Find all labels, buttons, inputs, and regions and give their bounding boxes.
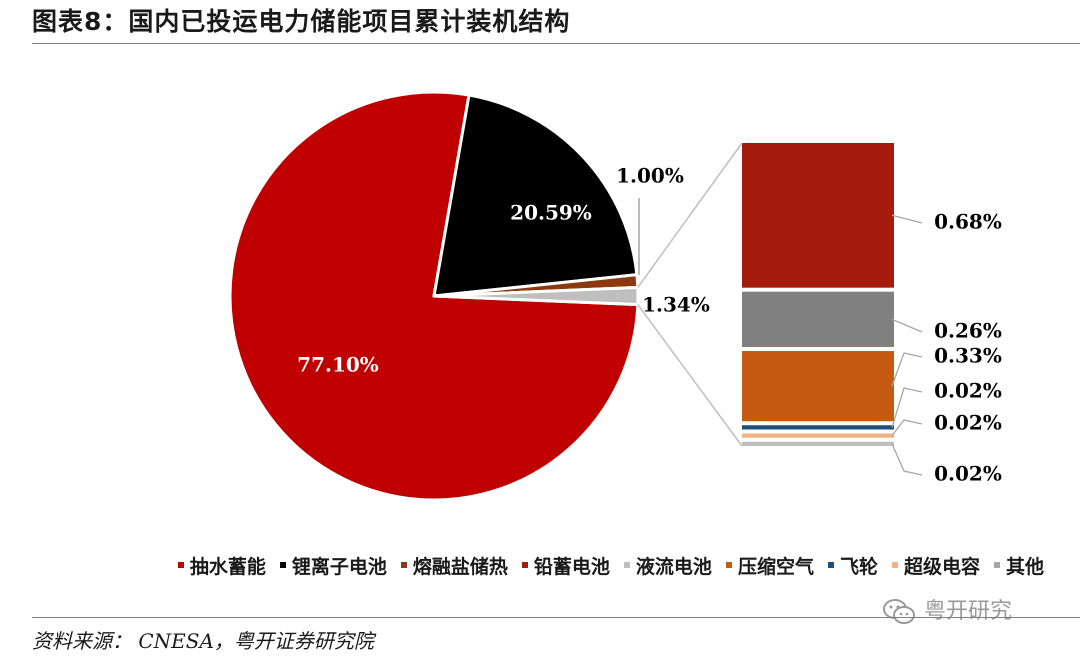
- legend-item: 超级电容: [891, 552, 980, 579]
- breakdown-label: 0.68%: [934, 210, 1002, 234]
- legend-label: 超级电容: [903, 555, 980, 578]
- chart-title: 图表8：国内已投运电力储能项目累计装机结构: [32, 7, 571, 36]
- watermark-text: 粤开研究: [924, 599, 1013, 624]
- connector-line: [637, 142, 743, 288]
- legend-item: 液流电池: [623, 552, 712, 579]
- breakdown-leader-line: [891, 318, 923, 333]
- wechat-icon: [883, 599, 915, 624]
- legend-label: 熔融盐储热: [412, 555, 508, 578]
- legend-label: 压缩空气: [737, 555, 814, 578]
- breakdown-leader-line: [891, 214, 923, 224]
- bar-segment: [742, 441, 894, 446]
- legend-swatch: [623, 562, 630, 568]
- breakdown-label: 0.02%: [934, 379, 1002, 403]
- watermark: 粤开研究: [882, 592, 1012, 632]
- legend-swatch: [891, 562, 898, 568]
- legend-swatch: [993, 562, 1000, 568]
- breakdown-leader-line: [891, 387, 923, 428]
- legend-swatch: [177, 562, 184, 568]
- legend-label: 其他: [1005, 555, 1044, 578]
- legend-swatch: [521, 562, 528, 568]
- breakdown-label: 0.02%: [934, 462, 1002, 486]
- legend-item: 压缩空气: [725, 552, 814, 579]
- legend-item: 其他: [993, 552, 1044, 579]
- legend-item: 铅蓄电池: [521, 552, 610, 579]
- legend-item: 熔融盐储热: [400, 552, 508, 579]
- bar-segment: [742, 425, 894, 430]
- legend-label: 铅蓄电池: [533, 555, 610, 578]
- chart-legend: 抽水蓄能 锂离子电池 熔融盐储热 铅蓄电池 液流电池 压缩空气 飞轮 超级电容 …: [0, 550, 1044, 580]
- legend-swatch: [400, 562, 407, 568]
- legend-label: 飞轮: [839, 555, 878, 578]
- breakdown-label: 0.33%: [934, 344, 1002, 368]
- breakdown-leader-line: [891, 419, 923, 436]
- connector-line: [637, 304, 743, 447]
- breakdown-leader-line: [891, 352, 923, 387]
- bar-segment: [742, 433, 894, 438]
- legend-item: 抽水蓄能: [177, 552, 266, 579]
- legend-swatch: [725, 562, 732, 568]
- source-note: 资料来源： CNESA，粤开证券研究院: [32, 629, 374, 653]
- legend-item: 飞轮: [827, 552, 878, 579]
- legend-swatch: [279, 562, 286, 568]
- breakdown-leader-line: [891, 443, 923, 476]
- bar-segment: [742, 351, 894, 422]
- pie-slice-label: 1.00%: [616, 164, 684, 188]
- breakdown-label: 0.02%: [934, 411, 1002, 435]
- top-rule: [32, 43, 1080, 44]
- pie-slice: [432, 285, 640, 307]
- legend-swatch: [827, 562, 834, 568]
- bar-segment: [742, 143, 894, 288]
- pie-slice-label: 77.10%: [297, 353, 379, 377]
- legend-label: 锂离子电池: [291, 555, 387, 578]
- legend-label: 抽水蓄能: [189, 555, 266, 578]
- pie-slice-label: 1.34%: [642, 293, 710, 317]
- legend-item: 锂离子电池: [279, 552, 387, 579]
- legend-label: 液流电池: [635, 555, 712, 578]
- bottom-rule: [32, 617, 1080, 618]
- pie-slice: [432, 93, 639, 298]
- pie-slice-label: 20.59%: [510, 201, 592, 225]
- bar-segment: [742, 291, 894, 348]
- breakdown-label: 0.26%: [934, 319, 1002, 343]
